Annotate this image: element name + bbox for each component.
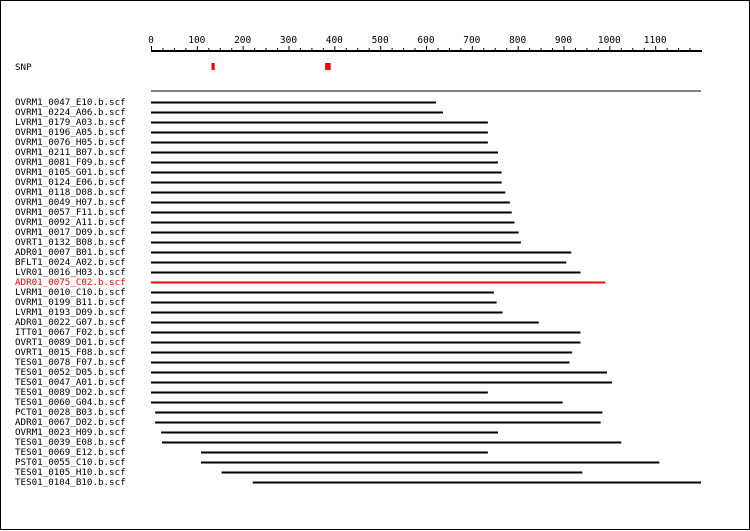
read-name-label[interactable]: TES01_0105_H10.b.scf xyxy=(15,467,126,478)
ruler-tick-label: 100 xyxy=(188,35,205,46)
snp-track: SNP xyxy=(15,62,331,73)
ruler-tick-label: 1100 xyxy=(644,35,667,46)
read-name-label[interactable]: TES01_0104_B10.b.scf xyxy=(15,477,126,488)
read-name-label[interactable]: OVRM1_0118_D08.b.scf xyxy=(15,187,126,198)
read-name-label[interactable]: OVRM1_0124_E06.b.scf xyxy=(15,177,126,188)
read-name-label[interactable]: OVRM1_0081_F09.b.scf xyxy=(15,157,126,168)
reads-list: OVRM1_0047_E10.b.scfOVRM1_0224_A06.b.scf… xyxy=(15,97,701,488)
position-ruler: 0 100 200 300 400 500 600 700 800 900 1000 1100 xyxy=(148,35,702,52)
ruler-tick-label: 900 xyxy=(555,35,572,46)
read-name-label[interactable]: OVRM1_0049_H07.b.scf xyxy=(15,197,126,208)
ruler-tick-label: 800 xyxy=(509,35,526,46)
ruler-tick-label: 0 xyxy=(148,35,154,46)
read-name-label[interactable]: OVRT1_0089_D01.b.scf xyxy=(15,337,126,348)
read-name-label[interactable]: TES01_0089_D02.b.scf xyxy=(15,387,126,398)
read-name-label[interactable]: OVRM1_0199_B11.b.scf xyxy=(15,297,126,308)
read-name-label[interactable]: BFLT1_0024_A02.b.scf xyxy=(15,257,126,268)
read-name-label[interactable]: PST01_0055_C10.b.scf xyxy=(15,457,126,468)
read-name-label[interactable]: OVRT1_0015_F08.b.scf xyxy=(15,347,126,358)
read-name-label[interactable]: OVRM1_0057_F11.b.scf xyxy=(15,207,126,218)
read-name-label[interactable]: ADR01_0067_D02.b.scf xyxy=(15,417,126,428)
ruler-tick-label: 700 xyxy=(463,35,480,46)
read-name-label[interactable]: OVRM1_0224_A06.b.scf xyxy=(15,107,126,118)
read-name-label[interactable]: TES01_0069_E12.b.scf xyxy=(15,447,126,458)
read-name-label[interactable]: OVRM1_0092_A11.b.scf xyxy=(15,217,126,228)
ruler-tick-label: 300 xyxy=(280,35,297,46)
snp-track-label: SNP xyxy=(15,62,32,73)
snp-marker[interactable] xyxy=(325,63,331,70)
read-name-label[interactable]: OVRM1_0196_A05.b.scf xyxy=(15,127,126,138)
ruler-tick-label: 600 xyxy=(417,35,434,46)
ruler-tick-label: 400 xyxy=(326,35,343,46)
ruler-tick-label: 200 xyxy=(234,35,251,46)
ruler-tick-label: 1000 xyxy=(598,35,621,46)
read-name-label[interactable]: ITT01_0067_F02.b.scf xyxy=(15,327,126,338)
read-name-label[interactable]: LVRM1_0193_D09.b.scf xyxy=(15,307,126,318)
ruler-tick-label: 500 xyxy=(372,35,389,46)
read-name-label[interactable]: OVRM1_0076_H05.b.scf xyxy=(15,137,126,148)
read-name-label[interactable]: OVRM1_0211_B07.b.scf xyxy=(15,147,126,158)
read-name-label[interactable]: TES01_0039_E08.b.scf xyxy=(15,437,126,448)
read-name-label[interactable]: ADR01_0007_B01.b.scf xyxy=(15,247,126,258)
read-name-label[interactable]: TES01_0052_D05.b.scf xyxy=(15,367,126,378)
read-name-label[interactable]: LVRM1_0010_C10.b.scf xyxy=(15,287,126,298)
read-name-label[interactable]: LVRM1_0179_A03.b.scf xyxy=(15,117,126,128)
snp-marker[interactable] xyxy=(211,63,215,70)
read-name-label[interactable]: TES01_0078_F07.b.scf xyxy=(15,357,126,368)
read-name-label[interactable]: OVRM1_0017_D09.b.scf xyxy=(15,227,126,238)
read-name-label[interactable]: ADR01_0022_G07.b.scf xyxy=(15,317,126,328)
read-name-label[interactable]: OVRM1_0105_G01.b.scf xyxy=(15,167,126,178)
read-name-label[interactable]: TES01_0047_A01.b.scf xyxy=(15,377,126,388)
read-name-label[interactable]: OVRM1_0047_E10.b.scf xyxy=(15,97,126,108)
read-name-label[interactable]: OVRT1_0132_B08.b.scf xyxy=(15,237,126,248)
read-name-label[interactable]: TES01_0060_G04.b.scf xyxy=(15,397,126,408)
read-name-label[interactable]: ADR01_0075_C02.b.scf xyxy=(15,277,126,288)
read-name-label[interactable]: PCT01_0028_B03.b.scf xyxy=(15,407,126,418)
read-name-label[interactable]: OVRM1_0023_H09.b.scf xyxy=(15,427,126,438)
read-name-label[interactable]: LVR01_0016_H03.b.scf xyxy=(15,267,126,278)
